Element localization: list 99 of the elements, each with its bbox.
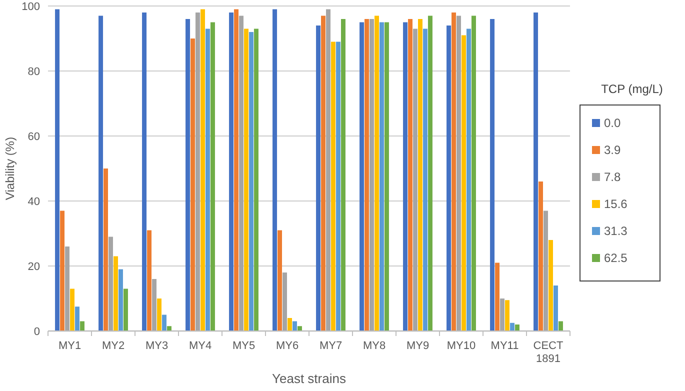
bar — [297, 326, 302, 331]
legend-label: 31.3 — [604, 224, 628, 238]
legend-label: 0.0 — [604, 116, 622, 130]
x-tick-label: MY3 — [145, 340, 168, 352]
bar — [456, 16, 461, 331]
bar — [65, 246, 70, 331]
bar — [452, 12, 456, 331]
y-tick-label: 0 — [34, 326, 40, 338]
y-tick-label: 20 — [28, 260, 40, 273]
y-tick-label: 40 — [28, 196, 40, 208]
x-tick-label: MY7 — [319, 340, 342, 352]
bar — [316, 26, 321, 331]
bar — [147, 230, 152, 331]
bar — [331, 42, 336, 331]
x-tick-label: MY6 — [276, 340, 299, 352]
bar — [108, 236, 113, 331]
bar — [142, 12, 147, 331]
bar — [471, 16, 476, 331]
x-tick-label: MY5 — [232, 340, 256, 352]
legend-label: 15.6 — [604, 197, 628, 212]
bar — [288, 318, 292, 331]
bar — [553, 286, 558, 331]
x-tick-label: MY9 — [406, 340, 430, 352]
legend-label: 62.5 — [604, 251, 628, 266]
bar — [152, 279, 156, 331]
bar — [278, 230, 282, 331]
bar — [80, 321, 84, 331]
bar — [544, 210, 548, 331]
legend-label: 3.9 — [604, 143, 622, 158]
bar — [490, 19, 495, 331]
bar — [336, 42, 340, 331]
x-tick-label: MY2 — [102, 340, 125, 352]
bar — [186, 19, 190, 331]
bar — [123, 288, 128, 331]
bar — [384, 22, 389, 331]
bar — [505, 300, 510, 331]
bar — [55, 9, 60, 331]
x-tick-label: MY1 — [58, 340, 82, 352]
bar — [360, 22, 364, 331]
y-tick-label: 80 — [28, 66, 40, 78]
bar — [292, 321, 297, 331]
bar — [413, 28, 418, 331]
bar — [370, 19, 374, 331]
bar — [244, 28, 248, 331]
bar — [340, 19, 346, 331]
bar — [162, 314, 166, 331]
bar — [104, 168, 108, 331]
x-tick-label: MY10 — [446, 340, 476, 352]
x-tick-label: MY8 — [362, 340, 386, 352]
bar — [364, 19, 370, 331]
bar — [500, 298, 504, 331]
bar — [190, 38, 196, 331]
bar — [379, 22, 384, 331]
bar — [254, 28, 258, 331]
bar — [462, 35, 466, 331]
bar — [70, 288, 74, 331]
x-tick-label: CECT 1891 — [533, 340, 564, 365]
bar — [282, 272, 287, 331]
x-tick-label: MY4 — [188, 340, 212, 352]
bar — [374, 16, 379, 331]
bar — [239, 16, 244, 331]
y-tick-label: 60 — [28, 130, 40, 143]
bar — [446, 26, 452, 331]
bar — [538, 182, 544, 331]
bar — [534, 12, 538, 331]
bar — [466, 28, 471, 331]
bar — [418, 19, 422, 331]
legend-title: TCP (mg/L) — [601, 82, 663, 96]
bar — [74, 306, 80, 331]
bar — [548, 240, 553, 331]
legend-label: 7.8 — [604, 170, 622, 184]
bar — [272, 9, 278, 331]
x-axis-title: Yeast strains — [272, 371, 346, 386]
bar — [205, 28, 210, 331]
bar — [98, 16, 104, 331]
bar — [510, 322, 514, 331]
bar — [60, 210, 65, 331]
bar — [114, 256, 118, 331]
bar — [321, 16, 326, 331]
y-axis-title: Viability (%) — [3, 136, 17, 200]
bar — [558, 321, 563, 331]
bar — [200, 9, 205, 331]
bar — [118, 269, 123, 331]
bar — [422, 28, 428, 331]
bar — [196, 12, 200, 331]
bar — [326, 9, 330, 331]
bar — [514, 324, 520, 331]
bar — [408, 19, 413, 331]
bar — [166, 326, 172, 331]
bar — [403, 22, 408, 331]
y-tick-label: 100 — [22, 0, 40, 13]
bar — [229, 12, 234, 331]
bar — [495, 262, 500, 331]
bar — [157, 298, 162, 331]
x-tick-label: MY11 — [490, 340, 519, 352]
bar — [210, 22, 215, 331]
bar — [234, 9, 239, 331]
bar — [428, 16, 432, 331]
bar — [248, 32, 254, 331]
